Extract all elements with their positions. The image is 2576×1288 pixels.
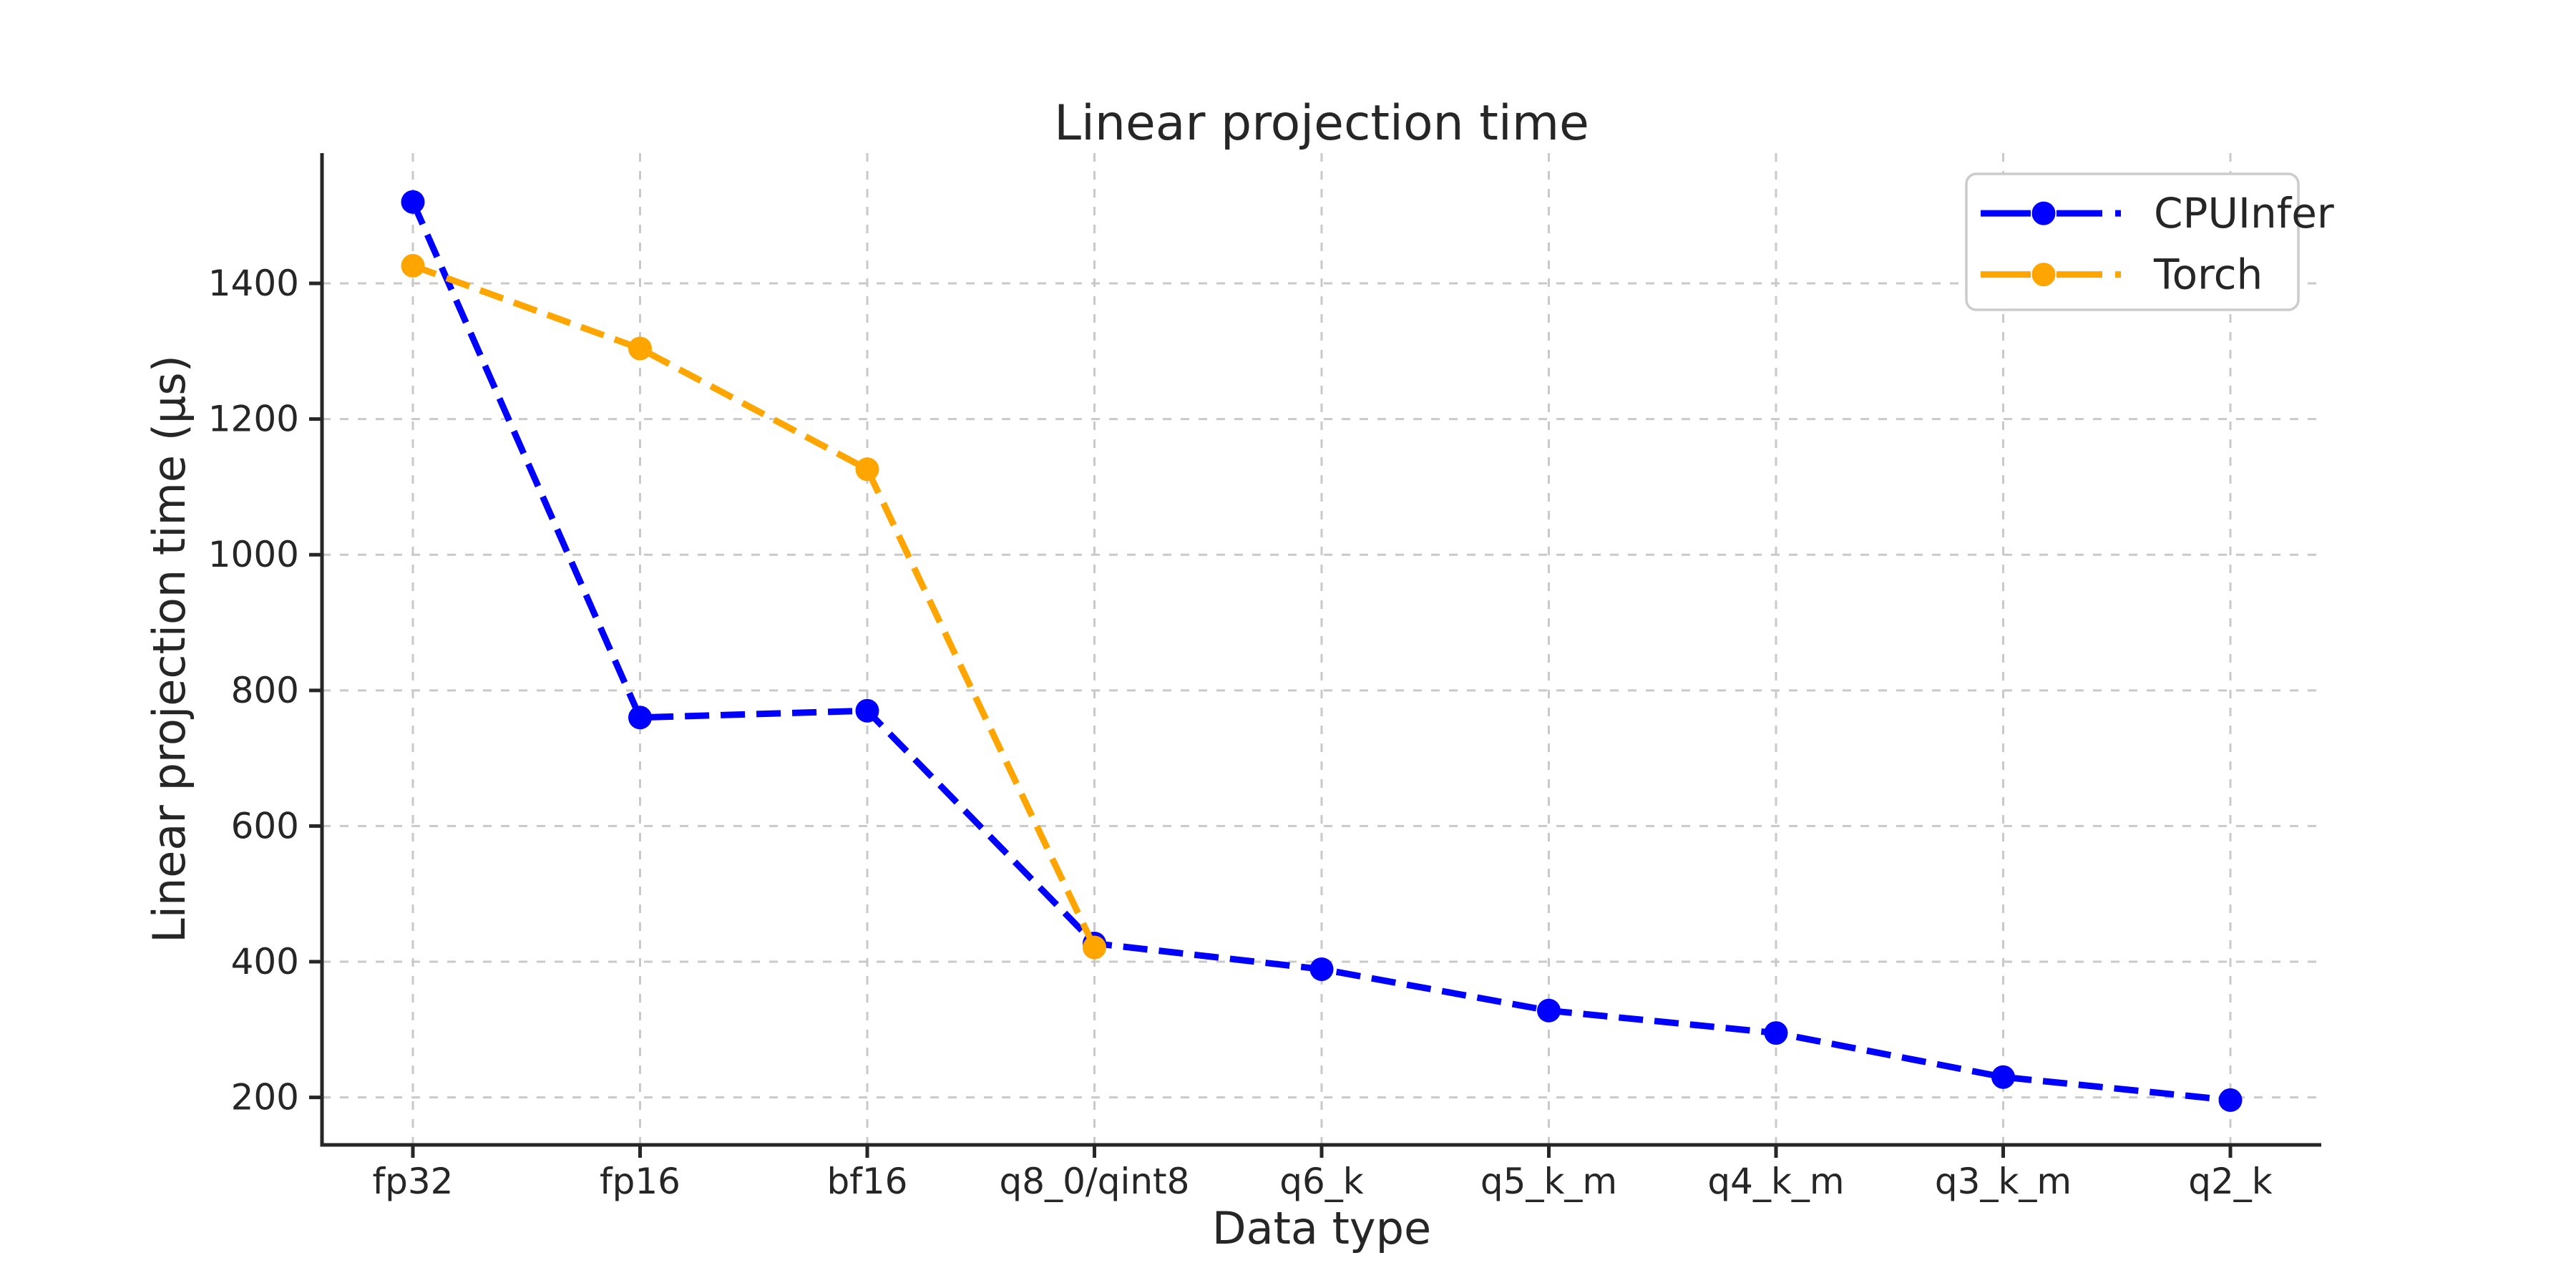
chart-title: Linear projection time: [1054, 95, 1589, 152]
y-axis-label: Linear projection time (μs): [143, 355, 195, 943]
x-tick-label: q8_0/qint8: [1000, 1161, 1190, 1202]
series-marker-cpuinfer: [401, 190, 425, 214]
series-marker-torch: [1083, 935, 1106, 960]
x-tick-label: q4_k_m: [1707, 1161, 1844, 1202]
x-tick-label: bf16: [827, 1161, 908, 1202]
y-tick-label: 1200: [208, 399, 299, 440]
series-marker-cpuinfer: [1537, 998, 1561, 1023]
y-tick-label: 400: [231, 941, 299, 982]
series-marker-cpuinfer: [855, 698, 879, 723]
legend-label-torch: Torch: [2153, 250, 2263, 299]
series-marker-torch: [855, 457, 879, 482]
x-axis-label: Data type: [1212, 1202, 1431, 1254]
x-tick-label: q2_k: [2188, 1161, 2273, 1202]
series-line-torch: [411, 263, 1098, 950]
y-tick-label: 1400: [208, 263, 299, 304]
y-tick-label: 600: [231, 805, 299, 847]
x-tick-label: q3_k_m: [1935, 1161, 2072, 1202]
y-tick-label: 1000: [208, 534, 299, 575]
series-marker-torch: [401, 253, 425, 278]
series-marker-cpuinfer: [1309, 957, 1334, 981]
y-tick-label: 800: [231, 670, 299, 711]
series-marker-torch: [628, 336, 652, 361]
x-tick-label: fp16: [600, 1161, 680, 1202]
y-tick-label: 200: [231, 1077, 299, 1118]
series-marker-cpuinfer: [2218, 1088, 2243, 1112]
legend-label-cpuinfer: CPUInfer: [2154, 189, 2334, 238]
series-marker-cpuinfer: [628, 706, 652, 730]
series-marker-cpuinfer: [1991, 1065, 2015, 1089]
series-marker-cpuinfer: [1764, 1021, 1788, 1045]
legend-sample-marker-torch: [2031, 263, 2056, 287]
x-tick-label: q5_k_m: [1480, 1161, 1617, 1202]
legend-sample-marker-cpuinfer: [2031, 201, 2056, 225]
x-tick-label: q6_k: [1279, 1161, 1364, 1202]
x-tick-label: fp32: [373, 1161, 454, 1202]
